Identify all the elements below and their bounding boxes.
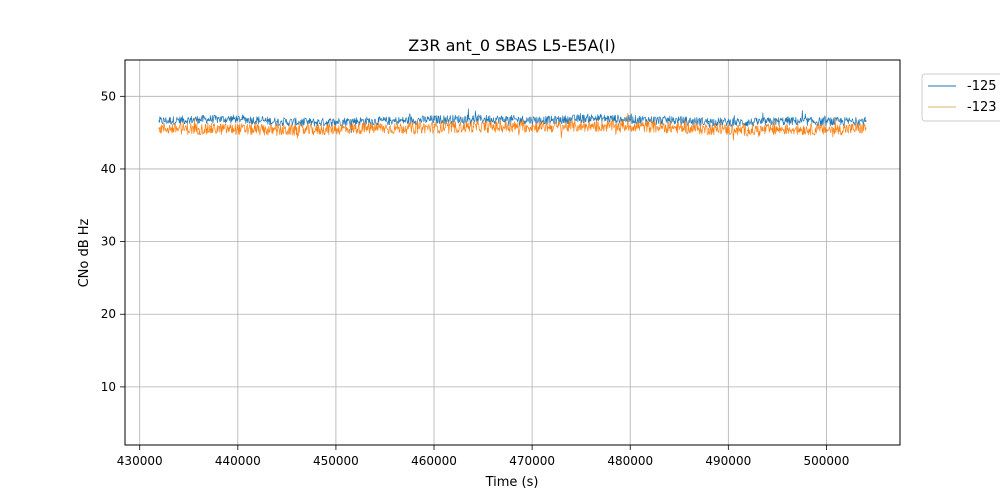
data-point bbox=[590, 117, 592, 120]
y-tick-label: 30 bbox=[101, 235, 116, 249]
data-point bbox=[747, 121, 749, 124]
x-axis-label: Time (s) bbox=[485, 475, 539, 490]
x-tick-label: 460000 bbox=[411, 454, 457, 468]
data-point bbox=[276, 129, 278, 132]
data-point bbox=[550, 119, 553, 122]
data-point bbox=[236, 117, 239, 120]
y-tick-label: 40 bbox=[101, 162, 116, 176]
data-point bbox=[825, 120, 828, 123]
data-point bbox=[236, 128, 239, 130]
y-tick-label: 20 bbox=[101, 307, 116, 321]
data-point bbox=[158, 127, 161, 130]
data-point bbox=[864, 127, 867, 130]
plot-frame bbox=[124, 59, 901, 446]
data-point bbox=[433, 118, 435, 121]
data-point bbox=[197, 118, 200, 121]
data-point bbox=[354, 120, 357, 122]
data-point bbox=[315, 121, 318, 124]
series-layer bbox=[158, 108, 867, 141]
data-point bbox=[825, 128, 828, 131]
x-tick-label: 450000 bbox=[313, 454, 359, 468]
chart-title: Z3R ant_0 SBAS L5-E5A(I) bbox=[408, 36, 615, 56]
data-point bbox=[629, 125, 632, 128]
grid bbox=[125, 60, 900, 445]
data-point bbox=[472, 125, 475, 128]
data-point bbox=[590, 125, 592, 128]
x-tick-label: 440000 bbox=[215, 454, 261, 468]
data-point bbox=[354, 127, 357, 130]
x-tick-label: 490000 bbox=[705, 454, 751, 468]
data-point bbox=[158, 120, 161, 122]
series--125 bbox=[158, 108, 867, 134]
data-point bbox=[511, 125, 514, 128]
data-point bbox=[276, 120, 278, 123]
x-tick-label: 470000 bbox=[509, 454, 555, 468]
data-point bbox=[707, 120, 710, 123]
data-point bbox=[707, 128, 710, 130]
data-point bbox=[393, 120, 396, 122]
data-point bbox=[393, 127, 396, 130]
data-point bbox=[433, 126, 435, 129]
data-point bbox=[668, 119, 671, 122]
data-point bbox=[864, 120, 867, 122]
axis-ticks: 430000 440000 450000 460000 470000 480000 4900… bbox=[101, 89, 850, 468]
data-point bbox=[629, 118, 632, 121]
data-point bbox=[197, 128, 200, 130]
x-tick-label: 500000 bbox=[804, 454, 850, 468]
series--123 bbox=[158, 112, 867, 141]
legend: -125 -123 bbox=[921, 73, 1000, 122]
series-line bbox=[158, 112, 866, 141]
data-point bbox=[747, 129, 749, 132]
data-point bbox=[472, 117, 475, 120]
y-axis-label: CNo dB Hz bbox=[77, 218, 92, 287]
data-point bbox=[668, 126, 671, 129]
data-point bbox=[786, 120, 789, 122]
data-point bbox=[511, 118, 514, 121]
data-point bbox=[786, 128, 789, 130]
data-point bbox=[315, 128, 318, 131]
x-tick-label: 430000 bbox=[117, 454, 163, 468]
legend-entry: -123 bbox=[967, 100, 997, 115]
data-point bbox=[550, 125, 553, 128]
legend-entry: -125 bbox=[967, 79, 997, 94]
y-tick-label: 50 bbox=[101, 89, 116, 103]
y-tick-label: 10 bbox=[101, 380, 116, 394]
x-tick-label: 480000 bbox=[607, 454, 653, 468]
series-line bbox=[158, 108, 866, 134]
